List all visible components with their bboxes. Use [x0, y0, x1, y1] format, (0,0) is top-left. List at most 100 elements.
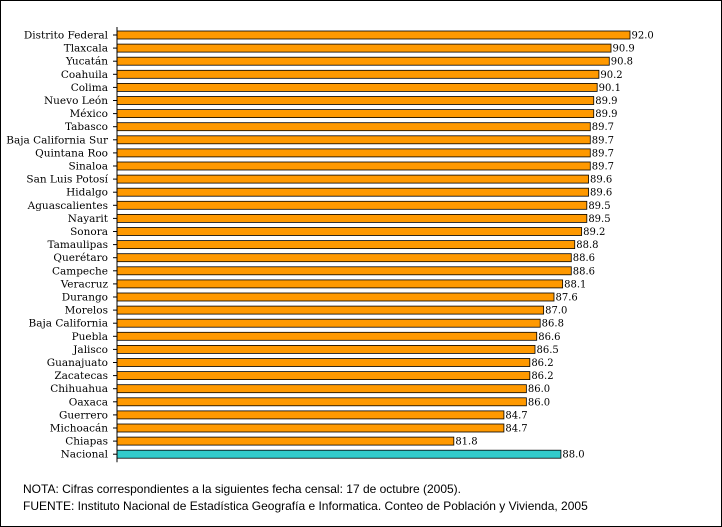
- bar-7: [116, 122, 591, 132]
- bar-14: [116, 213, 588, 223]
- value-label-26: 86.2: [531, 371, 553, 382]
- category-label-0: Distrito Federal: [24, 30, 109, 42]
- bar-25: [116, 358, 531, 367]
- note-text: NOTA: Cifras correspondientes a la sigui…: [23, 482, 462, 496]
- category-label-19: Veracruz: [60, 278, 109, 290]
- bar-17: [116, 253, 572, 263]
- value-label-30: 84.7: [505, 424, 527, 435]
- category-label-12: Hidalgo: [66, 187, 108, 199]
- bar-5: [116, 96, 595, 105]
- value-label-20: 87.6: [556, 293, 578, 304]
- category-label-1: Tlaxcala: [64, 43, 108, 55]
- bar-21: [116, 305, 545, 315]
- bar-18: [116, 266, 572, 276]
- bar-28: [116, 397, 527, 407]
- value-label-8: 89.7: [592, 135, 614, 146]
- category-label-25: Guanajuato: [47, 357, 108, 369]
- value-label-22: 86.8: [542, 319, 564, 330]
- category-label-18: Campeche: [52, 265, 108, 277]
- value-label-15: 89.2: [583, 227, 605, 238]
- value-label-0: 92.0: [632, 31, 654, 42]
- value-label-14: 89.5: [588, 214, 610, 225]
- value-label-5: 89.9: [595, 96, 617, 107]
- category-label-32: Nacional: [61, 449, 109, 461]
- category-label-26: Zacatecas: [54, 370, 108, 382]
- bar-9: [116, 148, 591, 158]
- bar-29: [116, 410, 505, 420]
- category-label-4: Colima: [71, 82, 108, 94]
- bar-15: [116, 227, 583, 236]
- category-label-20: Durango: [62, 292, 108, 304]
- category-label-9: Quintana Roo: [35, 147, 108, 159]
- value-label-2: 90.8: [611, 57, 633, 68]
- category-label-17: Querétaro: [53, 252, 108, 264]
- bar-1: [116, 43, 612, 53]
- value-label-9: 89.7: [592, 148, 614, 159]
- bar-20: [116, 292, 555, 302]
- category-label-29: Guerrero: [59, 409, 108, 421]
- value-label-28: 86.0: [528, 397, 550, 408]
- value-label-11: 89.6: [590, 175, 612, 186]
- value-label-10: 89.7: [592, 162, 614, 173]
- value-label-18: 88.6: [573, 266, 595, 277]
- bar-31: [116, 436, 455, 446]
- category-label-23: Puebla: [72, 331, 108, 343]
- bar-32: [116, 449, 562, 459]
- value-label-19: 88.1: [564, 279, 586, 290]
- value-label-12: 89.6: [590, 188, 612, 199]
- category-label-13: Aguascalientes: [27, 200, 108, 212]
- category-label-28: Oaxaca: [69, 396, 108, 408]
- category-label-8: Baja California Sur: [6, 134, 109, 146]
- category-label-16: Tamaulipas: [47, 239, 108, 251]
- bar-30: [116, 423, 505, 433]
- bar-2: [116, 56, 610, 66]
- category-label-6: México: [70, 108, 108, 120]
- bar-19: [116, 279, 564, 289]
- bar-12: [116, 187, 589, 197]
- category-label-22: Baja California: [29, 318, 108, 330]
- bar-24: [116, 344, 536, 354]
- value-label-6: 89.9: [595, 109, 617, 120]
- value-label-21: 87.0: [545, 306, 567, 317]
- value-label-3: 90.2: [600, 70, 622, 81]
- value-label-16: 88.8: [576, 240, 598, 251]
- value-label-13: 89.5: [588, 201, 610, 212]
- category-label-21: Morelos: [65, 305, 108, 317]
- category-label-30: Michoacán: [50, 423, 108, 435]
- bar-0: [116, 30, 631, 40]
- category-label-2: Yucatán: [65, 56, 108, 68]
- value-label-4: 90.1: [599, 83, 621, 94]
- category-label-15: Sonora: [70, 226, 108, 238]
- value-label-7: 89.7: [592, 122, 614, 133]
- bar-13: [116, 200, 588, 210]
- category-label-31: Chiapas: [65, 436, 108, 448]
- category-label-5: Nuevo León: [44, 95, 108, 107]
- category-label-7: Tabasco: [65, 121, 108, 133]
- bar-23: [116, 331, 538, 341]
- value-label-24: 86.5: [537, 345, 559, 356]
- category-label-14: Nayarit: [68, 213, 109, 225]
- bar-3: [116, 69, 600, 79]
- source-text: FUENTE: Instituto Nacional de Estadístic…: [23, 499, 588, 513]
- category-label-10: Sinaloa: [68, 161, 108, 173]
- bar-27: [116, 384, 527, 394]
- bar-8: [116, 135, 591, 145]
- bar-10: [116, 161, 591, 171]
- value-label-29: 84.7: [505, 410, 527, 421]
- bar-4: [116, 83, 598, 92]
- value-label-32: 88.0: [562, 450, 584, 461]
- value-label-31: 81.8: [455, 437, 477, 448]
- category-label-11: San Luis Potosí: [26, 174, 108, 186]
- value-label-23: 86.6: [538, 332, 560, 343]
- bar-22: [116, 318, 541, 328]
- bar-chart: Distrito Federal 92.0 Tlaxcala 90.9 Yucatán 9…: [6, 27, 654, 463]
- category-label-24: Jalisco: [72, 344, 108, 356]
- value-label-25: 86.2: [531, 358, 553, 369]
- bar-16: [116, 240, 576, 250]
- category-label-27: Chihuahua: [50, 383, 108, 395]
- value-label-17: 88.6: [573, 253, 595, 264]
- bar-26: [116, 371, 531, 381]
- value-label-27: 86.0: [528, 384, 550, 395]
- bar-11: [116, 174, 589, 184]
